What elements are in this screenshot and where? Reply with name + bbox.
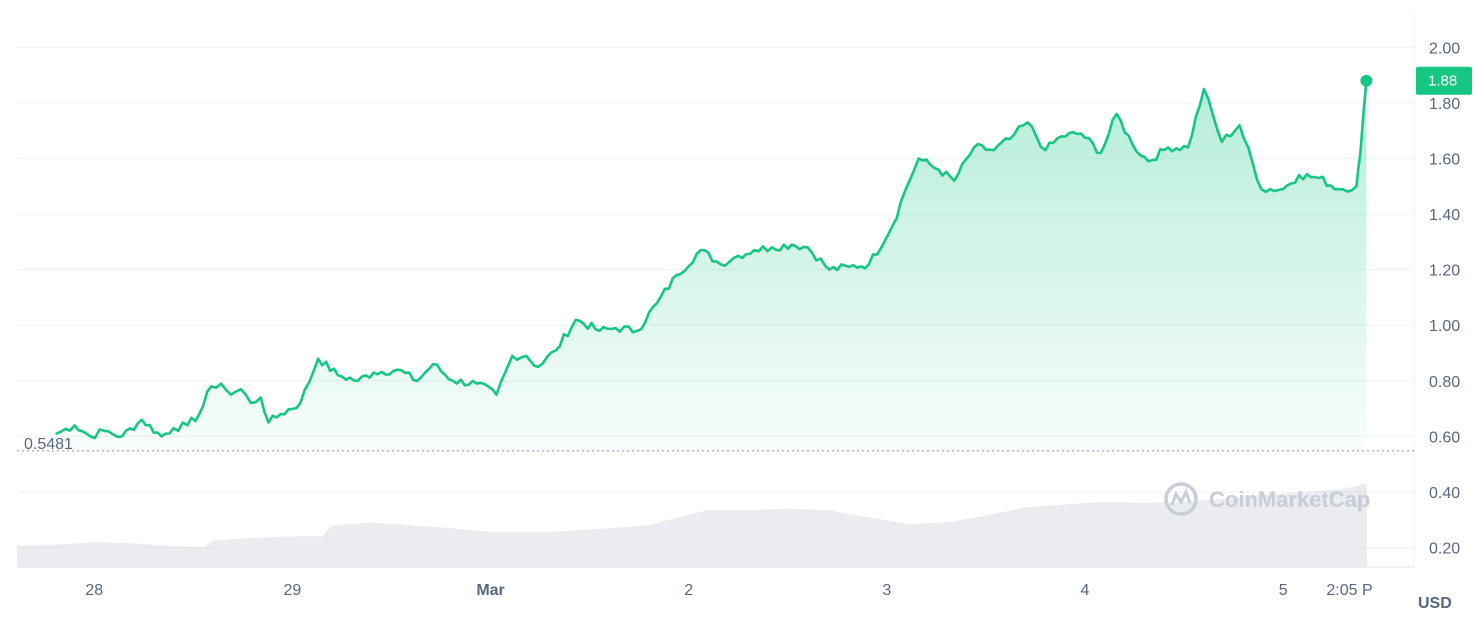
y-tick-label: 1.00 — [1429, 318, 1460, 335]
current-price-tag — [1416, 66, 1472, 95]
price-area-fill — [56, 80, 1367, 451]
coinmarketcap-watermark-text: CoinMarketCap — [1209, 487, 1370, 512]
x-tick-label: 3 — [882, 582, 891, 599]
y-tick-label: 0.40 — [1429, 485, 1460, 502]
current-price-marker[interactable] — [1360, 74, 1373, 87]
x-tick-label: 2 — [684, 582, 693, 599]
y-tick-label: 1.20 — [1429, 263, 1460, 280]
currency-unit-label: USD — [1418, 595, 1452, 612]
y-tick-label: 0.20 — [1429, 541, 1460, 558]
price-line[interactable] — [55, 79, 1368, 440]
x-tick-label: 2:05 P — [1326, 582, 1372, 599]
x-tick-label: 5 — [1279, 582, 1288, 599]
y-tick-label: 1.40 — [1429, 207, 1460, 224]
coinmarketcap-watermark: CoinMarketCap — [1164, 482, 1370, 516]
x-tick-label: Mar — [476, 582, 504, 599]
current-price-value: 1.88 — [1428, 73, 1457, 90]
y-tick-label: 2.00 — [1429, 40, 1460, 57]
coinmarketcap-logo-wave-icon — [1170, 488, 1192, 506]
open-price-label: 0.5481 — [24, 436, 73, 453]
x-tick-label: 4 — [1081, 582, 1090, 599]
x-tick-label: 29 — [284, 582, 302, 599]
y-tick-label: 1.60 — [1429, 152, 1460, 169]
x-axis: 28 29 Mar 2 3 4 5 2:05 P — [85, 582, 1372, 599]
y-tick-label: 0.80 — [1429, 374, 1460, 391]
y-axis: 0.20 0.40 0.60 0.80 1.00 1.20 1.40 1.60 1.80 2.00 — [1429, 40, 1460, 557]
x-tick-label: 28 — [85, 582, 103, 599]
y-tick-label: 0.60 — [1429, 429, 1460, 446]
coinmarketcap-logo-icon — [1164, 482, 1198, 516]
volume-bars — [17, 483, 1367, 567]
y-tick-label: 1.80 — [1429, 96, 1460, 113]
